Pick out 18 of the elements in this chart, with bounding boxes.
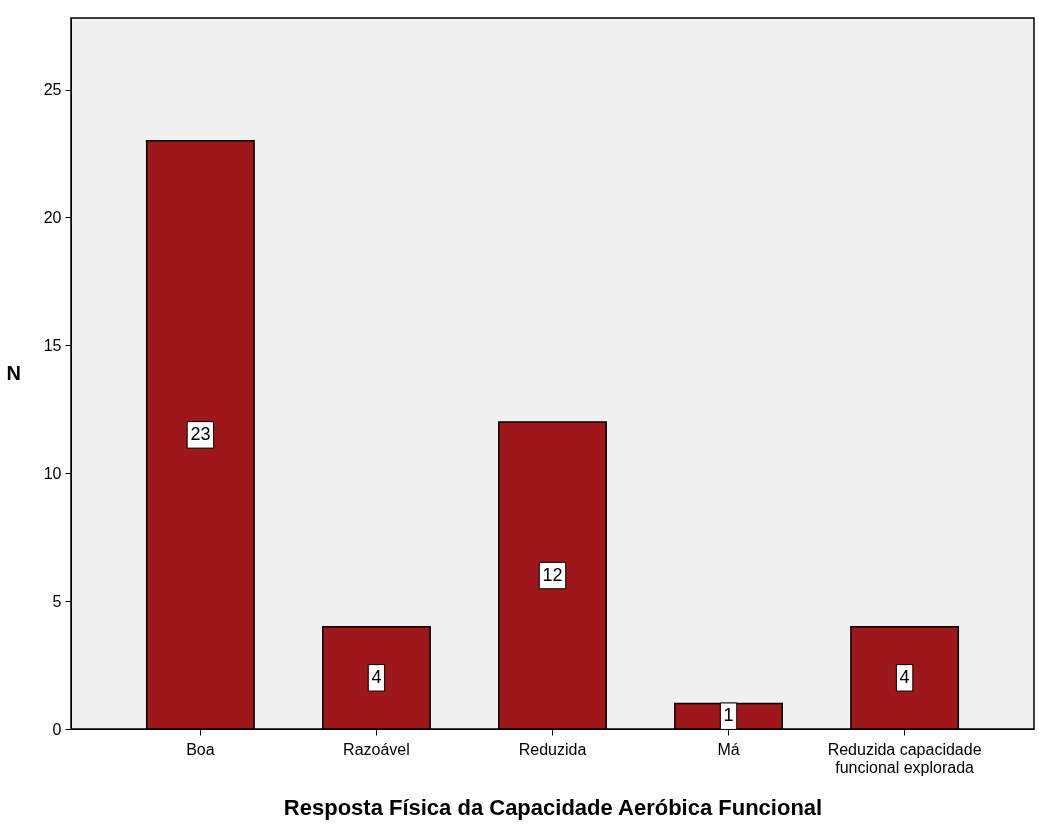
x-tick-label: Reduzida capacidade funcional explorada: [827, 740, 982, 776]
x-tick-label: Razoável: [343, 740, 410, 758]
data-label: 4: [371, 666, 382, 687]
y-tick-label: 20: [43, 208, 62, 226]
y-axis-title: N: [6, 362, 21, 384]
y-tick-label: 5: [52, 592, 62, 610]
x-tick-label: Má: [717, 740, 740, 758]
y-tick-label: 0: [52, 720, 62, 738]
x-tick-label: Boa: [186, 740, 215, 758]
data-label: 4: [899, 666, 910, 687]
data-label: 1: [723, 705, 734, 726]
y-tick-label: 10: [43, 464, 62, 482]
data-label: 23: [190, 423, 211, 444]
x-axis-title: Resposta Física da Capacidade Aeróbica Funcional: [283, 794, 823, 820]
y-tick-label: 25: [43, 81, 62, 99]
y-tick-label: 15: [43, 336, 62, 354]
x-tick-label: Reduzida: [518, 740, 587, 758]
data-label: 12: [542, 564, 563, 585]
